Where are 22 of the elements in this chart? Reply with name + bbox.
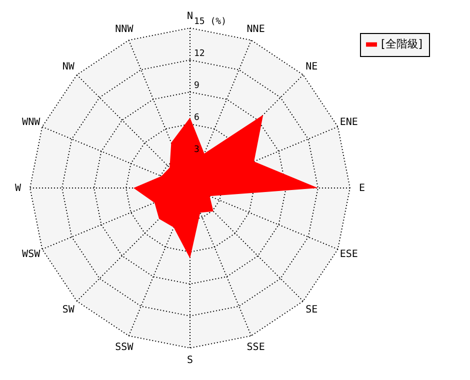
spoke-label: NW [62, 61, 76, 72]
y-tick-label: 6 [194, 113, 200, 123]
spoke-label: SE [306, 304, 318, 316]
spoke-label: SW [62, 304, 76, 316]
spoke-label: NNE [246, 24, 265, 36]
legend-label: [全階級] [381, 38, 423, 50]
spoke-label: NE [306, 61, 318, 72]
y-tick-label: 12 [194, 49, 205, 59]
spoke-label: ENE [340, 117, 358, 128]
spoke-label: S [186, 355, 194, 366]
spoke-label: E [358, 183, 366, 194]
spoke-label: WNW [22, 117, 42, 128]
spoke-label: N [186, 11, 194, 22]
y-tick-label: 15 (%) [194, 17, 227, 27]
spoke-label: ESE [340, 248, 358, 260]
spoke-label: WSW [22, 248, 42, 260]
spoke-label: W [14, 183, 22, 194]
spoke-label: SSW [115, 342, 134, 353]
y-tick-label: 9 [194, 81, 200, 91]
spoke-label: NNW [115, 24, 134, 36]
spoke-label: SSE [246, 342, 265, 353]
y-tick-label: 3 [194, 145, 200, 155]
